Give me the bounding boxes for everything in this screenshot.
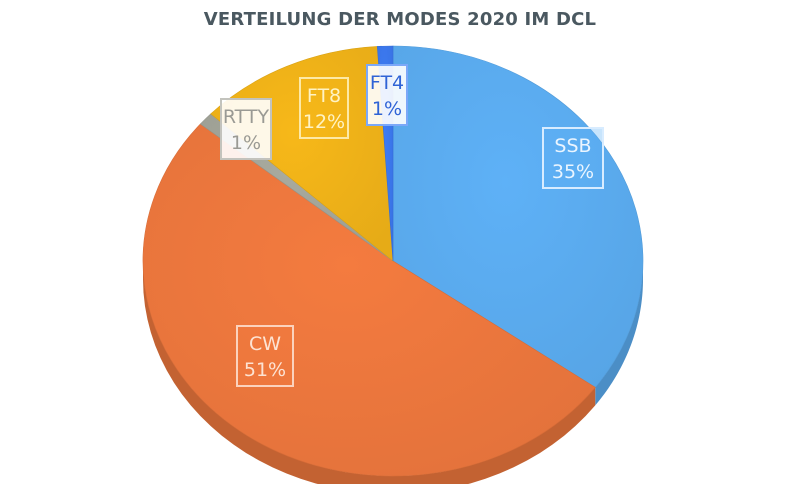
data-label-name: CW bbox=[249, 333, 281, 355]
data-label-box bbox=[220, 98, 272, 160]
data-label-value: 35% bbox=[552, 161, 594, 183]
data-label-box bbox=[299, 77, 349, 139]
slice-ssb bbox=[392, 45, 644, 388]
data-label-value: 1% bbox=[231, 132, 261, 154]
data-label-box bbox=[236, 325, 294, 387]
slice-side-ssb bbox=[595, 261, 643, 406]
data-label-cw: CW 51% bbox=[236, 325, 294, 387]
data-label-rtty: RTTY 1% bbox=[220, 98, 272, 160]
data-label-name: FT8 bbox=[307, 85, 341, 107]
slice-cw bbox=[142, 123, 596, 477]
chart-title: VERTEILUNG DER MODES 2020 IM DCL bbox=[203, 9, 597, 30]
data-label-value: 51% bbox=[244, 359, 286, 381]
data-label-value: 1% bbox=[372, 98, 402, 120]
data-label-name: SSB bbox=[554, 135, 591, 157]
data-label-ssb: SSB 35% bbox=[542, 127, 604, 189]
data-label-box bbox=[542, 127, 604, 189]
data-label-box bbox=[366, 64, 408, 126]
data-label-name: FT4 bbox=[370, 72, 404, 94]
data-label-value: 12% bbox=[303, 111, 345, 133]
data-label-name: RTTY bbox=[223, 106, 270, 128]
